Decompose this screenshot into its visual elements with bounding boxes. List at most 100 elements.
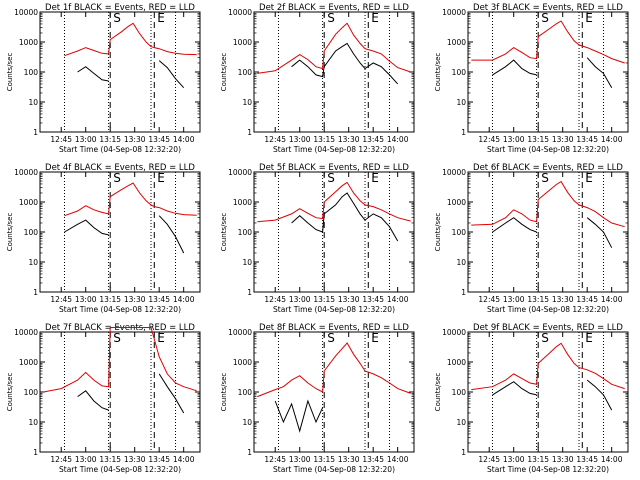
marker-label: E (371, 331, 379, 345)
marker-label: E (157, 331, 165, 345)
panel-title: Det 5f BLACK = Events, RED = LLD (259, 163, 409, 173)
x-tick-label: 13:30 (124, 455, 146, 464)
marker-label: S (327, 171, 335, 185)
y-tick-label: 10 (242, 258, 252, 267)
x-tick-label: 12:45 (478, 135, 500, 144)
y-tick-label: 10 (28, 98, 38, 107)
x-tick-label: 14:00 (387, 135, 409, 144)
y-tick-label: 1000 (233, 198, 252, 207)
y-tick-label: 10 (28, 418, 38, 427)
marker-label: E (585, 171, 593, 185)
y-tick-label: 10 (456, 258, 466, 267)
x-tick-label: 13:45 (362, 295, 384, 304)
y-tick-label: 10 (456, 418, 466, 427)
y-tick-label: 1000 (19, 358, 38, 367)
y-tick-label: 1 (33, 288, 38, 297)
x-tick-label: 14:00 (173, 295, 195, 304)
x-tick-label: 14:00 (601, 455, 623, 464)
x-tick-label: 13:00 (75, 135, 97, 144)
y-axis-label: Counts/sec (220, 213, 228, 252)
panel-title: Det 4f BLACK = Events, RED = LLD (45, 163, 195, 173)
series-line-lld (64, 22, 197, 57)
x-tick-label: 13:45 (362, 135, 384, 144)
y-tick-label: 100 (238, 68, 253, 77)
marker-label: E (157, 171, 165, 185)
x-tick-label: 12:45 (50, 455, 72, 464)
x-tick-label: 13:30 (338, 295, 360, 304)
x-tick-label: 13:15 (527, 295, 549, 304)
x-tick-label: 13:30 (338, 455, 360, 464)
series-line-lld (257, 22, 411, 74)
x-tick-label: 12:45 (50, 295, 72, 304)
panel-title: Det 8f BLACK = Events, RED = LLD (259, 323, 409, 333)
x-tick-label: 13:00 (503, 135, 525, 144)
y-axis-label: Counts/sec (6, 213, 14, 252)
x-tick-label: 13:00 (503, 295, 525, 304)
y-axis-label: Counts/sec (6, 53, 14, 92)
y-tick-label: 10 (28, 258, 38, 267)
y-tick-label: 1000 (233, 38, 252, 47)
x-tick-label: 13:30 (124, 295, 146, 304)
series-line-events (291, 42, 399, 85)
x-tick-label: 14:00 (601, 135, 623, 144)
y-tick-label: 10000 (442, 328, 466, 337)
series-line-events (291, 192, 399, 242)
series-line-events (64, 215, 185, 254)
y-tick-label: 100 (452, 388, 467, 397)
y-tick-label: 100 (452, 228, 467, 237)
x-tick-label: 13:45 (148, 455, 170, 464)
series-line-lld (471, 342, 625, 391)
marker-label: E (585, 11, 593, 25)
x-tick-label: 13:15 (99, 135, 121, 144)
y-tick-label: 1 (247, 448, 252, 457)
marker-label: S (113, 171, 121, 185)
series-line-lld (257, 181, 411, 223)
series-line-events (274, 399, 324, 433)
series-line-events (77, 60, 185, 89)
y-axis-label: Counts/sec (6, 373, 14, 412)
x-axis-label: Start Time (04-Sep-08 12:32:20) (273, 145, 395, 154)
y-tick-label: 100 (24, 68, 39, 77)
y-tick-label: 100 (24, 388, 39, 397)
y-axis-label: Counts/sec (434, 373, 442, 412)
x-tick-label: 13:45 (576, 455, 598, 464)
x-tick-label: 13:00 (289, 135, 311, 144)
series-line-lld (257, 342, 411, 398)
x-tick-label: 14:00 (173, 455, 195, 464)
x-tick-label: 13:00 (289, 295, 311, 304)
marker-label: E (157, 11, 165, 25)
x-tick-label: 13:45 (148, 135, 170, 144)
x-tick-label: 13:00 (75, 295, 97, 304)
y-tick-label: 1000 (19, 198, 38, 207)
panel-title: Det 1f BLACK = Events, RED = LLD (45, 3, 195, 13)
x-tick-label: 13:45 (148, 295, 170, 304)
panel-det-5: Det 5f BLACK = Events, RED = LLD 1 10 100 10… (220, 163, 415, 314)
marker-label: E (371, 11, 379, 25)
x-tick-label: 13:30 (338, 135, 360, 144)
marker-label: S (541, 331, 549, 345)
marker-label: S (327, 331, 335, 345)
x-axis-label: Start Time (04-Sep-08 12:32:20) (59, 145, 181, 154)
panel-title: Det 6f BLACK = Events, RED = LLD (473, 163, 623, 173)
y-axis-label: Counts/sec (434, 213, 442, 252)
y-tick-label: 1 (461, 288, 466, 297)
y-tick-label: 1 (461, 128, 466, 137)
x-tick-label: 13:15 (99, 295, 121, 304)
x-axis-label: Start Time (04-Sep-08 12:32:20) (59, 465, 181, 474)
panel-title: Det 2f BLACK = Events, RED = LLD (259, 3, 409, 13)
series-line-events (77, 373, 185, 414)
marker-label: S (327, 11, 335, 25)
y-tick-label: 1000 (233, 358, 252, 367)
panel-det-8: Det 8f BLACK = Events, RED = LLD 1 10 100 10… (220, 323, 415, 474)
y-tick-label: 100 (238, 388, 253, 397)
panel-title: Det 9f BLACK = Events, RED = LLD (473, 323, 623, 333)
panel-det-2: Det 2f BLACK = Events, RED = LLD 1 10 100 10… (220, 3, 415, 154)
panel-det-1: Det 1f BLACK = Events, RED = LLD 1 10 100 10… (6, 3, 201, 154)
x-tick-label: 13:45 (576, 135, 598, 144)
y-tick-label: 1 (461, 448, 466, 457)
x-tick-label: 14:00 (387, 455, 409, 464)
x-tick-label: 13:15 (527, 135, 549, 144)
y-tick-label: 1000 (447, 198, 466, 207)
panel-det-7: Det 7f BLACK = Events, RED = LLD11010010… (6, 323, 201, 474)
